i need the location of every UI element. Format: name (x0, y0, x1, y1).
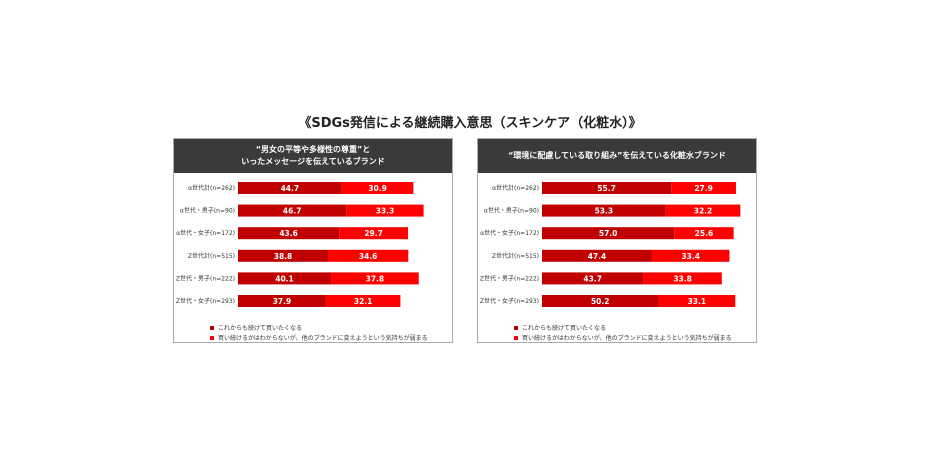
data-label: 55.7 (597, 184, 616, 193)
bar-series2 (643, 272, 722, 285)
data-label: 34.6 (359, 252, 378, 261)
category-label: α世代・男子(n=90) (180, 207, 235, 215)
bar-series1 (542, 182, 672, 194)
data-label: 33.8 (673, 274, 692, 283)
legend-label-series2: 買い続けるかはわからないが、他のブランドに変えようという気持ちが弱まる (218, 335, 428, 342)
bar-series1 (238, 204, 347, 217)
bar-series1 (542, 249, 652, 262)
chart-panel-right: “環境に配慮している取り組み”を伝えている化粧水ブランド α世代計(n=262)… (477, 138, 757, 343)
data-label: 57.0 (599, 229, 618, 238)
bar-series2 (331, 272, 419, 285)
data-label: 33.4 (681, 252, 700, 261)
legend-swatch-series2 (210, 335, 214, 340)
data-label: 37.8 (366, 274, 385, 283)
legend-label-series2: 買い続けるかはわからないが、他のブランドに変えようという気持ちが弱まる (522, 335, 732, 342)
data-label: 40.1 (275, 274, 294, 283)
category-label: Z世代・男子(n=222) (480, 274, 539, 282)
bar-series2 (346, 204, 424, 217)
category-label: α世代・男子(n=90) (484, 207, 539, 215)
data-label: 50.2 (591, 297, 610, 306)
data-label: 46.7 (283, 207, 302, 216)
data-label: 38.8 (274, 252, 293, 261)
category-label: α世代計(n=262) (492, 184, 539, 192)
bar-series1 (542, 227, 675, 240)
chart-panel-left: “男女の平等や多様性の尊重”と いったメッセージを伝えているブランド α世代計(… (173, 138, 453, 343)
legend-item-series2: 買い続けるかはわからないが、他のブランドに変えようという気持ちが弱まる (514, 333, 732, 342)
legend-item-series1: これからも続けて買いたくなる (210, 323, 302, 332)
bar-series1 (542, 204, 666, 217)
data-label: 32.2 (694, 207, 713, 216)
data-label: 29.7 (364, 229, 383, 238)
legend-swatch-series2 (514, 335, 518, 340)
bar-series2 (325, 295, 401, 307)
legend-swatch-series1 (514, 325, 518, 330)
bar-series2 (674, 227, 734, 240)
bar-chart-left: α世代計(n=262) 44.7 30.9 α世代・男子(n=90) 46.7 33.3 α… (176, 182, 424, 307)
bar-series2 (658, 295, 736, 307)
chart-title-left: “男女の平等や多様性の尊重”と いったメッセージを伝えているブランド (174, 139, 452, 173)
category-label: Z世代・女子(n=293) (176, 297, 235, 305)
bar-series1 (238, 227, 340, 240)
data-label: 43.7 (583, 274, 602, 283)
data-label: 33.1 (688, 297, 707, 306)
data-label: 37.9 (273, 297, 292, 306)
bar-series2 (328, 249, 409, 262)
chart-title-left-line1: “男女の平等や多様性の尊重”と (255, 145, 371, 154)
category-label: α世代・女子(n=172) (176, 229, 235, 237)
bar-series1 (238, 295, 326, 307)
bar-chart-right: α世代計(n=262) 55.7 27.9 α世代・男子(n=90) 53.3 32.2 α… (480, 182, 741, 307)
chart-title-left-line2: いったメッセージを伝えているブランド (241, 157, 385, 166)
data-label: 43.6 (279, 229, 298, 238)
chart-title-right-line1: “環境に配慮している取り組み”を伝えている化粧水ブランド (508, 151, 726, 160)
data-label: 44.7 (281, 184, 300, 193)
page-title: 《SDGs発信による継続購入意思（スキンケア（化粧水）》 (298, 116, 642, 131)
bar-series1 (238, 249, 329, 262)
bar-series2 (341, 182, 414, 194)
legend-swatch-series1 (210, 325, 214, 330)
legend-item-series2: 買い続けるかはわからないが、他のブランドに変えようという気持ちが弱まる (210, 333, 428, 342)
data-label: 25.6 (695, 229, 714, 238)
bar-series2 (671, 182, 736, 194)
category-label: Z世代・女子(n=293) (480, 297, 539, 305)
category-label: Z世代計(n=515) (492, 252, 539, 260)
category-label: α世代計(n=262) (188, 184, 235, 192)
bar-series1 (238, 272, 332, 285)
data-label: 32.1 (354, 297, 373, 306)
legend-item-series1: これからも続けて買いたくなる (514, 323, 606, 332)
data-label: 53.3 (595, 207, 614, 216)
legend-label-series1: これからも続けて買いたくなる (218, 325, 303, 332)
bar-series1 (238, 182, 342, 194)
legend-label-series1: これからも続けて買いたくなる (522, 325, 607, 332)
bar-series1 (542, 295, 659, 307)
data-label: 30.9 (368, 184, 387, 193)
category-label: Z世代・男子(n=222) (176, 274, 235, 282)
bar-series1 (542, 272, 644, 285)
bar-series2 (651, 249, 730, 262)
bar-series2 (665, 204, 741, 217)
data-label: 47.4 (588, 252, 607, 261)
bar-series2 (339, 227, 409, 240)
data-label: 27.9 (694, 184, 713, 193)
category-label: Z世代計(n=515) (188, 252, 235, 260)
category-label: α世代・女子(n=172) (480, 229, 539, 237)
data-label: 33.3 (376, 207, 395, 216)
chart-title-right: “環境に配慮している取り組み”を伝えている化粧水ブランド (478, 139, 756, 173)
